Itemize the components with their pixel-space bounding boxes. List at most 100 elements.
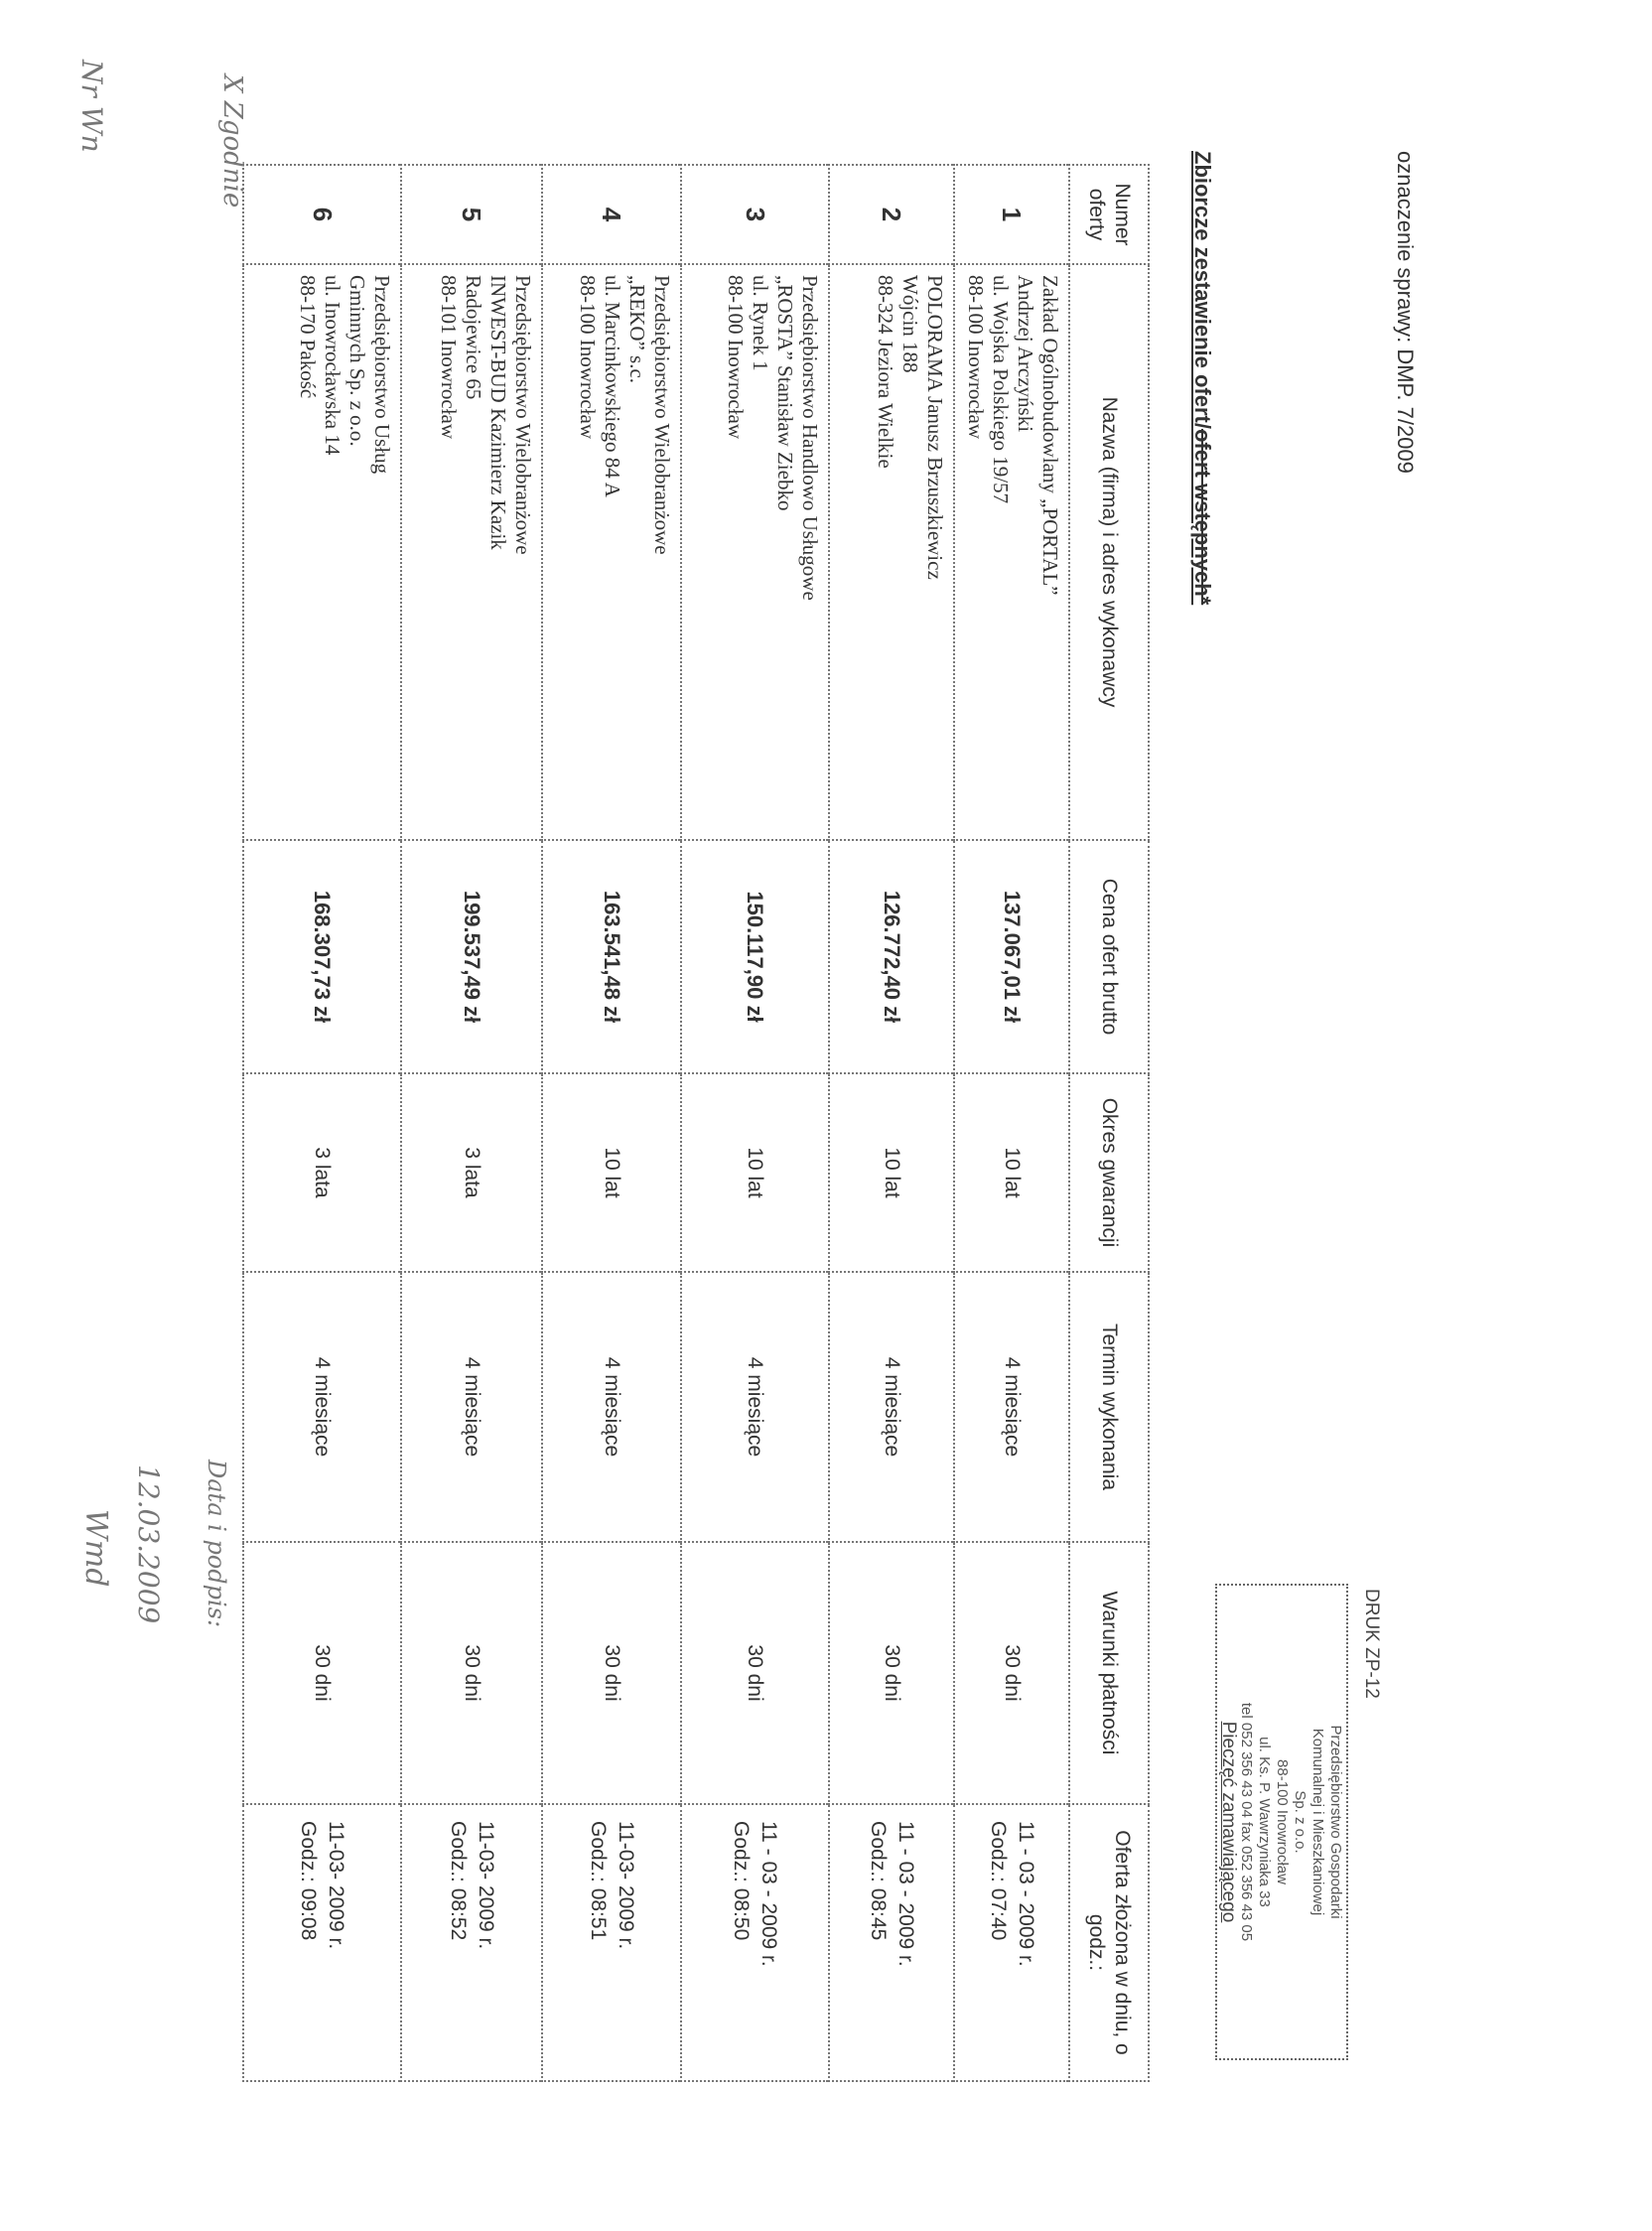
warranty-period: 10 lat bbox=[681, 1073, 829, 1272]
offer-number-text: 2 bbox=[877, 207, 907, 222]
submission-datetime: 11-03- 2009 r. Godz.: 09:08 bbox=[243, 1804, 401, 2081]
buyer-stamp: Przedsiębiorstwo Gospodarki Komunalnej i… bbox=[1215, 1584, 1348, 2060]
contractor-line: POLORAMA Janusz Brzuszkiewicz bbox=[923, 275, 947, 580]
submission-time: Godz.: 08:45 bbox=[867, 1821, 890, 1941]
contractor-line: Przedsiębiorstwo Usług bbox=[370, 275, 394, 475]
payment-terms: 30 dni bbox=[401, 1542, 542, 1804]
submission-datetime: 11 - 03 - 2009 r. Godz.: 08:45 bbox=[829, 1804, 954, 2081]
submission-time: Godz.: 08:50 bbox=[730, 1821, 754, 1941]
submission-datetime: 11-03- 2009 r. Godz.: 08:52 bbox=[401, 1804, 542, 2081]
warranty-period: 3 lata bbox=[401, 1073, 542, 1272]
payment-terms: 30 dni bbox=[829, 1542, 954, 1804]
header-warranty: Okres gwarancji bbox=[1069, 1073, 1149, 1272]
contractor-line: Radojewice 65 bbox=[462, 275, 485, 400]
form-code: DRUK ZP-12 bbox=[1361, 1589, 1382, 1699]
completion-term: 4 miesiące bbox=[829, 1272, 954, 1542]
table-row: 4 Przedsiębiorstwo Wielobranżowe „REKO” s.… bbox=[542, 165, 681, 2081]
table-row: 3 Przedsiębiorstwo Handlowo Usługowe „ROST… bbox=[681, 165, 829, 2081]
contractor-line: Gminnych Sp. z o.o. bbox=[345, 275, 369, 447]
warranty-text: 10 lat bbox=[744, 1147, 767, 1198]
contractor-line: Wójcin 188 bbox=[898, 275, 922, 373]
submission-datetime: 11 - 03 - 2009 r. Godz.: 08:50 bbox=[681, 1804, 829, 2081]
completion-term: 4 miesiące bbox=[681, 1272, 829, 1542]
contractor-line: 88-324 Jeziora Wielkie bbox=[874, 275, 897, 469]
contractor-line: 88-170 Pakość bbox=[296, 275, 320, 399]
contractor-line: „REKO” s.c. bbox=[625, 275, 649, 384]
handwritten-approval: X Zgodnie bbox=[217, 74, 247, 209]
offer-price-text: 150.117,90 zł bbox=[743, 891, 768, 1023]
submission-datetime: 11-03- 2009 r. Godz.: 08:51 bbox=[542, 1804, 681, 2081]
stamp-line: ul. Ks. P. Wawrzyniaka 33 bbox=[1256, 1737, 1273, 1907]
offer-price-text: 163.541,48 zł bbox=[600, 890, 624, 1024]
offer-price: 199.537,49 zł bbox=[401, 840, 542, 1073]
handwritten-reference: Nr Wn bbox=[75, 60, 108, 153]
offer-number-text: 5 bbox=[457, 207, 487, 222]
offer-number: 1 bbox=[954, 165, 1069, 264]
header-name: Nazwa (firma) i adres wykonawcy bbox=[1069, 264, 1149, 840]
completion-term: 4 miesiące bbox=[243, 1272, 401, 1542]
stamp-line: Komunalnej i Mieszkaniowej bbox=[1309, 1728, 1326, 1916]
offer-price: 163.541,48 zł bbox=[542, 840, 681, 1073]
term-text: 4 miesiące bbox=[601, 1356, 623, 1458]
contractor-name: Przedsiębiorstwo Handlowo Usługowe „ROSTA… bbox=[681, 264, 829, 840]
offer-number: 2 bbox=[829, 165, 954, 264]
payment-text: 30 dni bbox=[881, 1644, 903, 1702]
offer-price-text: 199.537,49 zł bbox=[460, 890, 484, 1024]
offer-price-text: 168.307,73 zł bbox=[310, 890, 336, 1024]
completion-term: 4 miesiące bbox=[954, 1272, 1069, 1542]
contractor-line: Andrzej Arczyński bbox=[1014, 275, 1037, 433]
title-struck-text: ofert wstępnych* bbox=[1190, 428, 1215, 606]
offer-price-text: 137.067,01 zł bbox=[1000, 890, 1025, 1024]
term-text: 4 miesiące bbox=[1001, 1356, 1024, 1458]
warranty-text: 10 lat bbox=[601, 1147, 623, 1198]
submission-date: 11-03- 2009 r. bbox=[325, 1821, 348, 1950]
submission-time: Godz.: 09:08 bbox=[297, 1821, 321, 1941]
submission-date: 11 - 03 - 2009 r. bbox=[895, 1821, 917, 1967]
payment-text: 30 dni bbox=[744, 1644, 767, 1702]
offer-number-text: 1 bbox=[997, 207, 1028, 222]
stamp-line: 88-100 Inowrocław bbox=[1274, 1759, 1291, 1884]
submission-date: 11 - 03 - 2009 r. bbox=[757, 1821, 781, 1967]
payment-text: 30 dni bbox=[601, 1644, 623, 1702]
warranty-text: 3 lata bbox=[311, 1147, 335, 1198]
submission-time: Godz.: 08:52 bbox=[447, 1821, 470, 1941]
header-term: Termin wykonania bbox=[1069, 1272, 1149, 1542]
contractor-line: Zakład Ogólnobudowlany „PORTAL” bbox=[1038, 275, 1062, 596]
header-submitted: Oferta złożona w dniu, o godz.: bbox=[1069, 1804, 1149, 2081]
handwritten-date: 12.03.2009 bbox=[132, 1464, 165, 1624]
submission-date: 11 - 03 - 2009 r. bbox=[1015, 1821, 1037, 1967]
warranty-period: 10 lat bbox=[829, 1073, 954, 1272]
table-row: 2 POLORAMA Janusz Brzuszkiewicz Wójcin 188… bbox=[829, 165, 954, 2081]
table-header-row: Numer oferty Nazwa (firma) i adres wykon… bbox=[1069, 165, 1149, 2081]
case-reference: oznaczenie sprawy: DMP. 7/2009 bbox=[1393, 151, 1418, 474]
payment-terms: 30 dni bbox=[243, 1542, 401, 1804]
contractor-name: Przedsiębiorstwo Usług Gminnych Sp. z o.o… bbox=[243, 264, 401, 840]
contractor-line: ul. Wojska Polskiego 19/57 bbox=[989, 275, 1013, 504]
handwritten-date-label: Data i podpis: bbox=[203, 1460, 230, 1628]
contractor-name: Przedsiębiorstwo Wielobranżowe INWEST-BUD… bbox=[401, 264, 542, 840]
contractor-name: Przedsiębiorstwo Wielobranżowe „REKO” s.c… bbox=[542, 264, 681, 840]
stamp-line: Przedsiębiorstwo Gospodarki bbox=[1327, 1725, 1344, 1919]
contractor-line: 88-100 Inowrocław bbox=[576, 275, 600, 440]
header-number: Numer oferty bbox=[1069, 165, 1149, 264]
contractor-name: POLORAMA Janusz Brzuszkiewicz Wójcin 188 8… bbox=[829, 264, 954, 840]
header-payment: Warunki płatności bbox=[1069, 1542, 1149, 1804]
warranty-period: 10 lat bbox=[542, 1073, 681, 1272]
offer-number: 4 bbox=[542, 165, 681, 264]
offer-number-text: 4 bbox=[597, 207, 627, 222]
contractor-line: „ROSTA” Stanisław Ziebko bbox=[773, 275, 797, 511]
contractor-name: Zakład Ogólnobudowlany „PORTAL” Andrzej A… bbox=[954, 264, 1069, 840]
submission-datetime: 11 - 03 - 2009 r. Godz.: 07:40 bbox=[954, 1804, 1069, 2081]
contractor-line: Przedsiębiorstwo Handlowo Usługowe bbox=[798, 275, 822, 601]
payment-terms: 30 dni bbox=[681, 1542, 829, 1804]
offer-number: 3 bbox=[681, 165, 829, 264]
handwritten-signature: Wmd bbox=[78, 1509, 113, 1588]
offers-table: Numer oferty Nazwa (firma) i adres wykon… bbox=[242, 164, 1150, 2082]
payment-terms: 30 dni bbox=[542, 1542, 681, 1804]
offer-price: 168.307,73 zł bbox=[243, 840, 401, 1073]
stamp-line: Sp. z o.o. bbox=[1292, 1790, 1308, 1854]
payment-text: 30 dni bbox=[311, 1644, 335, 1702]
warranty-text: 10 lat bbox=[881, 1147, 903, 1198]
contractor-line: 88-100 Inowrocław bbox=[964, 275, 988, 440]
